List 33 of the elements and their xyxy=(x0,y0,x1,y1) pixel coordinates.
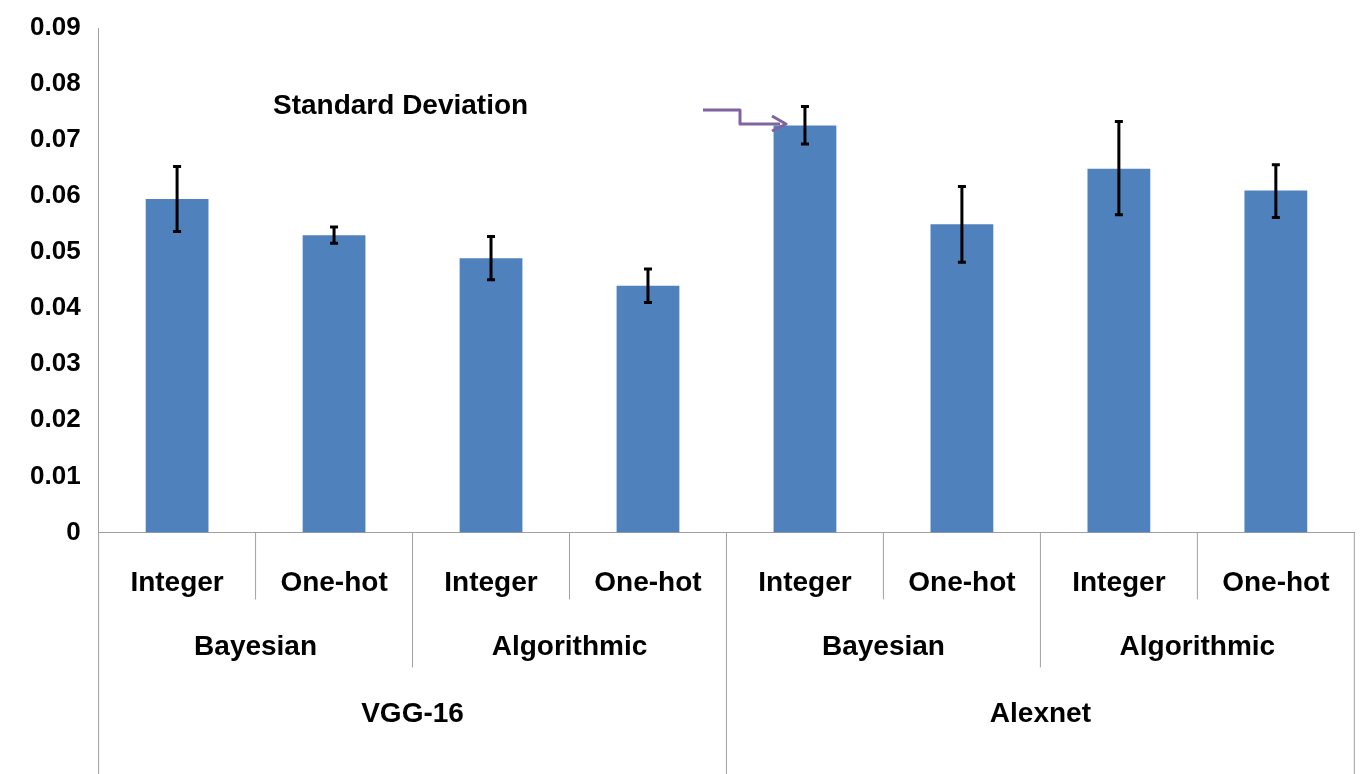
text: Bayesian xyxy=(821,630,945,662)
x-tick-label: Integer xyxy=(444,565,538,597)
bar xyxy=(616,285,680,533)
bar xyxy=(930,224,994,533)
y-tick-label: 0.08 xyxy=(29,67,81,98)
text: Algorithmic xyxy=(491,630,648,662)
bar xyxy=(1087,168,1151,533)
y-tick-label: 0.09 xyxy=(29,11,81,42)
text: Algorithmic xyxy=(1119,630,1276,662)
y-tick-label: 0.05 xyxy=(29,235,81,266)
bar xyxy=(773,125,837,533)
x-tick-label: One-hot xyxy=(280,565,388,597)
y-tick-label: 0.06 xyxy=(29,179,81,210)
bar xyxy=(145,198,209,533)
text: Bayesian xyxy=(194,630,318,662)
text: Alexnet xyxy=(989,697,1091,729)
x-tick-label: One-hot xyxy=(594,565,702,597)
y-tick-label: 0.01 xyxy=(29,459,81,490)
y-tick-label: 0.07 xyxy=(29,123,81,154)
y-tick-label: 0.04 xyxy=(29,291,82,322)
text: VGG-16 xyxy=(361,697,464,729)
x-tick-label: Integer xyxy=(758,565,852,597)
bar xyxy=(302,235,366,533)
y-tick-label: 0.03 xyxy=(29,347,81,378)
x-tick-label: One-hot xyxy=(1222,565,1330,597)
x-tick-label: Integer xyxy=(1072,565,1166,597)
y-tick-label: 0 xyxy=(66,515,81,546)
annotation: Standard Deviation xyxy=(273,88,529,120)
y-tick-label: 0.02 xyxy=(29,403,81,434)
bar xyxy=(1244,190,1308,533)
x-tick-label: One-hot xyxy=(908,565,1016,597)
x-tick-label: Integer xyxy=(130,565,224,597)
bar xyxy=(459,258,523,533)
